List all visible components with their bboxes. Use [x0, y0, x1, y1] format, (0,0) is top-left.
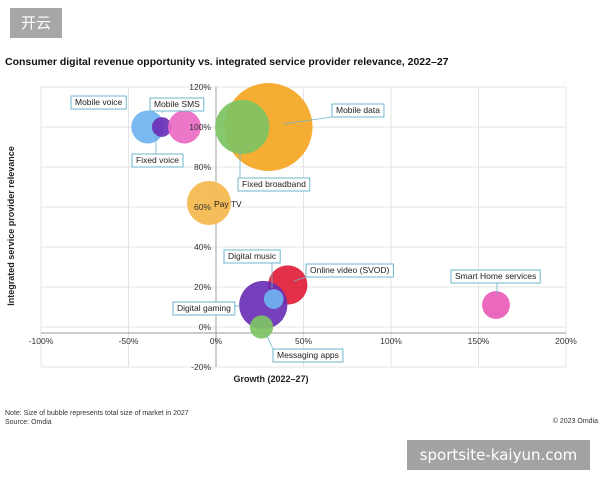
callout-leader	[293, 276, 307, 282]
y-tick-label: 0%	[199, 322, 212, 332]
bubble-layer	[131, 83, 510, 339]
y-axis-title: Integrated service provider relevance	[6, 146, 16, 306]
callout-label: Fixed broadband	[242, 179, 306, 189]
callout-mobile-voice: Mobile voice	[70, 95, 127, 110]
callout-label: Pay TV	[214, 199, 242, 209]
chart-grid	[40, 86, 567, 368]
x-axis-title: Growth (2022–27)	[233, 374, 308, 384]
y-tick-label: 20%	[194, 282, 211, 292]
callout-box	[131, 153, 184, 168]
bubble-mobile-sms	[168, 110, 201, 144]
x-tick-label: 200%	[555, 336, 577, 346]
copyright-text: © 2023 Omdia	[552, 418, 598, 425]
callout-label: Messaging apps	[277, 350, 339, 360]
x-tick-label: -50%	[119, 336, 139, 346]
callout-label: Mobile SMS	[154, 99, 200, 109]
callout-label: Mobile voice	[75, 97, 123, 107]
callout-fixed-voice: Fixed voice	[131, 134, 184, 168]
callout-smart-home-services: Smart Home services	[450, 269, 541, 295]
callout-box	[70, 95, 127, 110]
bubble-fixed-broadband	[215, 99, 270, 155]
callout-box	[331, 103, 385, 118]
callout-mobile-sms: Mobile SMS	[149, 97, 205, 113]
bubble-pay-tv	[187, 181, 231, 225]
callout-leader	[282, 116, 333, 125]
callout-pay-tv: Pay TV	[214, 199, 242, 209]
callout-layer: Mobile voice Mobile SMS Mobile data Fixed v…	[70, 95, 541, 363]
callout-label: Online video (SVOD)	[310, 265, 390, 275]
chart-title: Consumer digital revenue opportunity vs.…	[5, 56, 449, 68]
x-tick-label: 150%	[468, 336, 490, 346]
callout-fixed-broadband: Fixed broadband	[237, 150, 311, 192]
callout-mobile-data: Mobile data	[282, 103, 385, 125]
y-tick-label: 40%	[194, 242, 211, 252]
callout-box	[149, 97, 205, 112]
callout-online-video-svod: Online video (SVOD)	[293, 263, 394, 282]
callout-label: Fixed voice	[136, 155, 179, 165]
y-tick-label: 120%	[189, 82, 211, 92]
tick-labels: -100% -50% 0% 50% 100% 150% 200% -20% 0% 20% 40% 60…	[29, 82, 578, 372]
y-tick-label: 100%	[189, 122, 211, 132]
callout-digital-gaming: Digital gaming	[172, 301, 240, 316]
source-text: Source: Omdia	[5, 418, 52, 426]
callout-label: Digital gaming	[177, 303, 231, 313]
callout-leader	[265, 333, 274, 350]
site-badge: 开云	[10, 8, 62, 38]
callout-label: Smart Home services	[455, 271, 536, 281]
callout-box	[272, 348, 344, 363]
callout-digital-music: Digital music	[223, 249, 281, 288]
y-tick-label: 60%	[194, 202, 211, 212]
x-tick-label: -100%	[29, 336, 54, 346]
x-tick-label: 100%	[380, 336, 402, 346]
callout-box	[305, 263, 394, 278]
callout-messaging-apps: Messaging apps	[265, 333, 344, 363]
x-tick-label: 50%	[295, 336, 312, 346]
callout-box	[450, 269, 541, 284]
bubble-smart-home-services	[482, 291, 510, 319]
bubble-messaging-apps	[249, 315, 274, 339]
bubble-fixed-voice	[151, 117, 172, 137]
callout-box	[237, 177, 311, 192]
note-text: Note: Size of bubble represents total si…	[5, 410, 189, 417]
y-tick-label: -20%	[191, 362, 211, 372]
y-tick-label: 80%	[194, 162, 211, 172]
site-watermark: sportsite-kaiyun.com	[407, 440, 590, 470]
callout-label: Mobile data	[336, 105, 380, 115]
callout-label: Digital music	[228, 251, 277, 261]
callout-box	[172, 301, 236, 316]
chart-footnote: Note: Size of bubble represents total si…	[5, 410, 189, 427]
bubble-digital-music	[263, 289, 284, 309]
callout-box	[223, 249, 281, 264]
x-tick-label: 0%	[210, 336, 223, 346]
